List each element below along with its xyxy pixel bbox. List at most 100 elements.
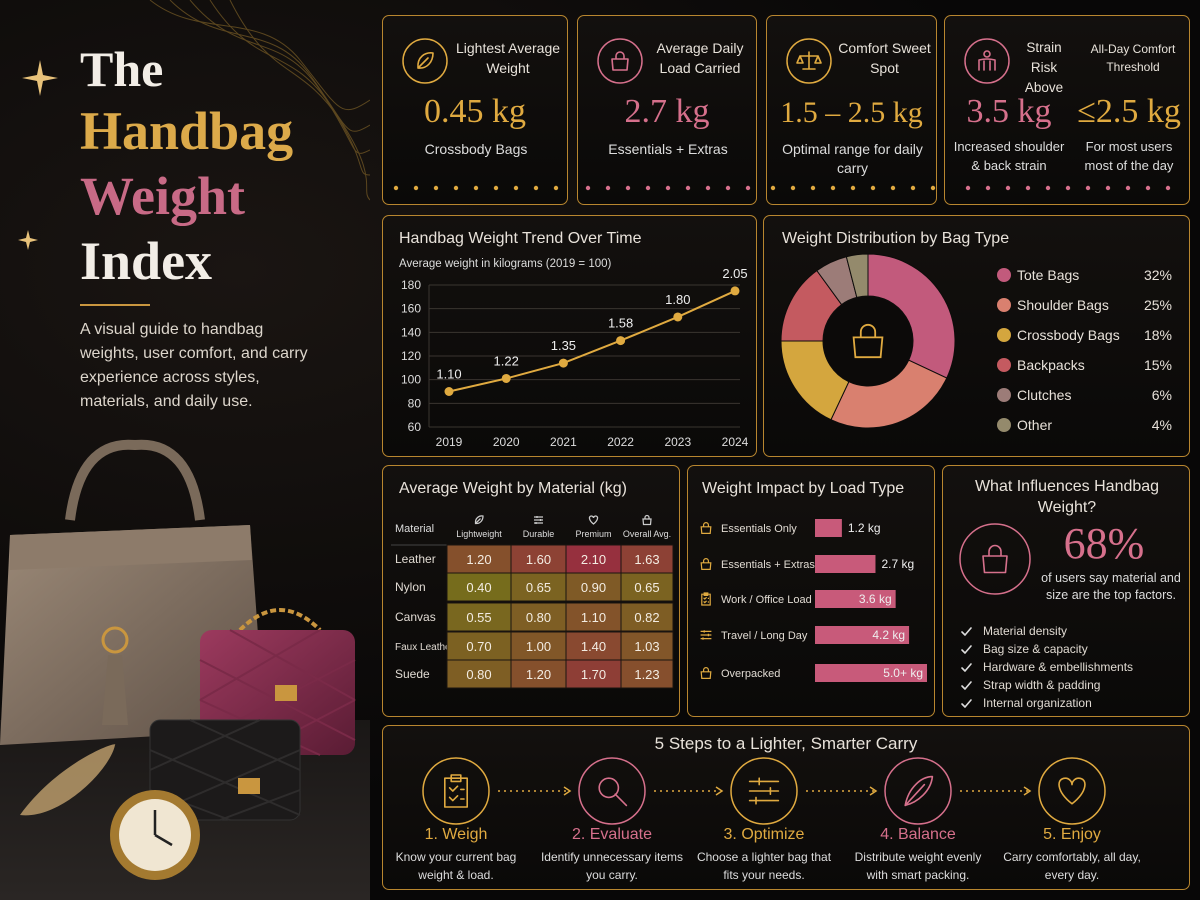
y-tick-label: 120 [401, 349, 421, 363]
icon-ring [1038, 757, 1106, 825]
legend-value: 32% [1144, 267, 1172, 283]
icon-ring [578, 757, 646, 825]
dot [513, 185, 519, 191]
table-header: Lightweight [456, 529, 502, 539]
legend-swatch [997, 418, 1011, 432]
tote-flap [10, 525, 252, 570]
icon-glyph [611, 51, 629, 71]
bar [815, 555, 876, 573]
icon [884, 757, 952, 825]
y-tick-label: 160 [401, 302, 421, 316]
dot [705, 185, 711, 191]
chart-title: Weight Distribution by Bag Type [782, 230, 1010, 247]
kpi-note: Optimal range for daily carry [782, 141, 923, 176]
row-label: Leather [395, 552, 436, 566]
row-label: Suede [395, 667, 430, 681]
title-line: The [80, 41, 164, 97]
step-title: 2. Evaluate [571, 826, 653, 843]
table-header: Overall Avg. [623, 529, 671, 539]
icon-glyph [443, 774, 469, 808]
dot [665, 185, 671, 191]
factor-item: Strap width & padding [983, 678, 1101, 692]
chart-subtitle: Average weight in kilograms (2019 = 100) [399, 258, 612, 270]
chart-card: Handbag Weight Trend Over Time Average we… [382, 215, 757, 457]
legend-value: 4% [1152, 417, 1172, 433]
cell-value: 1.00 [526, 639, 551, 654]
legend-swatch [997, 388, 1011, 402]
legend-label: Other [1017, 417, 1052, 433]
heat-cell [446, 602, 512, 632]
dot [1045, 185, 1051, 191]
heat-cell [620, 544, 674, 574]
icon [961, 681, 972, 690]
arrow-head [1023, 786, 1032, 796]
legend-value: 25% [1144, 297, 1172, 313]
point-label: 1.22 [494, 353, 519, 368]
kpi-label: All-Day Comfort Threshold [1090, 42, 1176, 74]
legend-swatch [997, 268, 1011, 282]
title-line: Handbag [80, 101, 294, 161]
arrow-head [563, 786, 572, 796]
data-point [444, 387, 454, 396]
kpi-card: Strain Risk Above All-Day Comfort Thresho… [944, 15, 1190, 205]
dot-divider [393, 185, 559, 191]
kpi-label: Strain Risk Above [1024, 40, 1064, 95]
heat-cell [446, 631, 512, 661]
icon [961, 645, 972, 654]
icon [961, 699, 972, 708]
legend-swatch [997, 328, 1011, 342]
dot [1145, 185, 1151, 191]
factor-item: Bag size & capacity [983, 642, 1088, 656]
dot [625, 185, 631, 191]
legend-swatch [997, 358, 1011, 372]
kpi-label: Lightest Average Weight [455, 40, 561, 76]
influence-text: of users say material and size are the t… [1041, 571, 1181, 602]
black-quilting [149, 719, 301, 821]
cell-value: 0.82 [634, 610, 659, 625]
legend-label: Shoulder Bags [1017, 297, 1109, 313]
icon-glyph [748, 777, 780, 805]
chart-card: Weight Distribution by Bag Type Tote Bags… [763, 215, 1190, 457]
bar-category: Essentials Only [721, 523, 797, 535]
icon [1038, 757, 1106, 825]
factor-item: Hardware & embellishments [983, 660, 1134, 674]
cell-value: 1.70 [581, 667, 606, 682]
left-decoration [0, 0, 370, 900]
row-icon [700, 558, 712, 571]
dot [810, 185, 815, 191]
influence-title: What Influences Handbag Weight? [974, 478, 1160, 516]
steps-card: 5 Steps to a Lighter, Smarter Carry 1. We… [382, 725, 1190, 890]
icon-glyph [904, 775, 934, 807]
step-text: Carry comfortably, all day, every day. [1003, 850, 1141, 882]
bar-category: Overpacked [721, 668, 780, 680]
dot [605, 185, 611, 191]
y-tick-label: 80 [408, 396, 422, 410]
dot [553, 185, 559, 191]
x-tick-label: 2022 [607, 435, 634, 449]
icon [730, 757, 798, 825]
heat-cell [565, 572, 622, 602]
icon-ring [959, 523, 1031, 595]
icon-glyph [796, 51, 822, 70]
cell-value: 0.65 [634, 580, 659, 595]
subtitle: A visual guide to handbag weights, user … [80, 321, 308, 410]
legend-label: Tote Bags [1017, 267, 1079, 283]
feather [20, 744, 116, 816]
dot [685, 185, 691, 191]
table-card: Average Weight by Material (kg) Material L… [382, 465, 680, 717]
bar-category: Work / Office Load [721, 594, 812, 606]
table-title: Average Weight by Material (kg) [399, 480, 627, 497]
step-text: Know your current bag weight & load. [395, 850, 517, 882]
arrow-head [869, 786, 878, 796]
dot [965, 185, 971, 191]
cell-value: 1.63 [634, 552, 659, 567]
cell-value: 1.40 [581, 639, 606, 654]
influence-stat: 68% [1063, 519, 1145, 568]
cell-value: 0.55 [466, 610, 491, 625]
icon-ring [964, 38, 1010, 84]
legend-label: Clutches [1017, 387, 1071, 403]
bar [815, 626, 910, 644]
dot-divider [965, 185, 1171, 191]
heat-cell [620, 602, 674, 632]
icon [961, 627, 972, 636]
